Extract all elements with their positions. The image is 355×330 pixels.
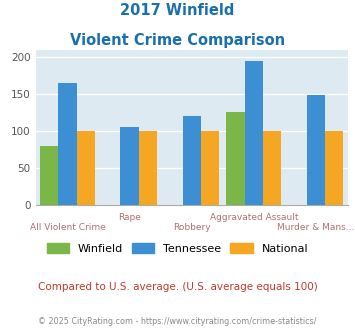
Bar [263,131,281,205]
Bar [226,112,245,205]
Bar [245,61,263,205]
Bar [77,131,95,205]
Text: Aggravated Assault: Aggravated Assault [209,213,298,222]
Bar [201,131,219,205]
Bar [325,131,343,205]
Text: Murder & Mans...: Murder & Mans... [277,223,355,232]
Text: Robbery: Robbery [173,223,211,232]
Bar [139,131,157,205]
Bar [182,116,201,205]
Bar [58,83,77,205]
Text: 2017 Winfield: 2017 Winfield [120,3,235,18]
Text: All Violent Crime: All Violent Crime [29,223,105,232]
Bar [40,146,58,205]
Bar [307,95,325,205]
Text: Rape: Rape [118,213,141,222]
Bar [120,127,139,205]
Text: Violent Crime Comparison: Violent Crime Comparison [70,33,285,48]
Text: Compared to U.S. average. (U.S. average equals 100): Compared to U.S. average. (U.S. average … [38,282,317,292]
Text: © 2025 CityRating.com - https://www.cityrating.com/crime-statistics/: © 2025 CityRating.com - https://www.city… [38,317,317,326]
Legend: Winfield, Tennessee, National: Winfield, Tennessee, National [47,243,308,254]
